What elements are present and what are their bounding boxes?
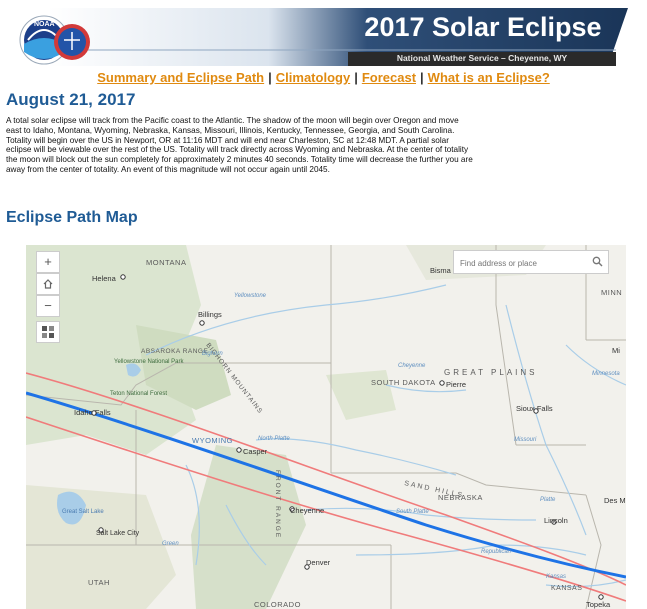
nav-separator: |: [268, 70, 272, 85]
label-kansas-river: Kansas: [546, 574, 566, 580]
label-denver: Denver: [306, 558, 331, 567]
label-utah: UTAH: [88, 578, 110, 587]
label-south-platte: South Platte: [396, 509, 429, 515]
zoom-in-button[interactable]: +: [36, 251, 60, 273]
label-great-salt-lake: Great Salt Lake: [62, 509, 104, 515]
eclipse-path-north-limit: [26, 372, 626, 586]
eclipse-centerline: [26, 391, 626, 579]
label-green-river: Green: [162, 541, 179, 547]
summary-paragraph: A total solar eclipse will track from th…: [6, 116, 473, 174]
label-pierre: Pierre: [446, 380, 466, 389]
terrain-shading: [26, 245, 546, 609]
label-cheyenne-river: Cheyenne: [398, 363, 426, 369]
nav-separator: |: [354, 70, 358, 85]
label-teton-forest: Teton National Forest: [110, 391, 167, 397]
label-front-range: FRONT RANGE: [274, 470, 281, 539]
eclipse-path-south-limit: [26, 416, 626, 602]
main-nav: Summary and Eclipse Path | Climatology | For…: [0, 70, 647, 85]
basemap-gallery-icon: [42, 326, 54, 338]
label-sand-hills: SAND HILLS: [404, 480, 465, 500]
label-lincoln: Lincoln: [544, 516, 568, 525]
label-absaroka-range: ABSAROKA RANGE: [141, 348, 208, 355]
label-des-moines: Des M: [604, 496, 626, 505]
label-wyoming: WYOMING: [192, 436, 233, 445]
header-banner: NOAA 2017 Solar Eclipse National Weather…: [8, 6, 638, 68]
nav-link-climatology[interactable]: Climatology: [275, 70, 351, 85]
label-montana: MONTANA: [146, 258, 186, 267]
label-republican-river: Republican: [481, 549, 512, 555]
label-north-platte: North Platte: [258, 436, 290, 442]
nav-link-summary[interactable]: Summary and Eclipse Path: [97, 70, 265, 85]
label-salt-lake-city: Salt Lake City: [96, 530, 140, 537]
label-platte-river: Platte: [540, 497, 556, 503]
great-salt-lake: [57, 491, 86, 525]
label-sioux-falls: Sioux Falls: [516, 404, 553, 413]
label-yellowstone-park: Yellowstone National Park: [114, 359, 184, 365]
yellowstone-lake: [126, 363, 141, 377]
nav-link-forecast[interactable]: Forecast: [361, 70, 417, 85]
date-heading: August 21, 2017: [6, 90, 136, 109]
label-cheyenne: Cheyenne: [290, 506, 324, 515]
label-casper: Casper: [243, 447, 268, 456]
map-heading: Eclipse Path Map: [6, 209, 138, 226]
map-search-input[interactable]: [458, 252, 590, 274]
label-milwaukee: Mi: [612, 346, 620, 355]
city-markers: [91, 274, 604, 600]
label-topeka: Topeka: [586, 600, 611, 609]
basemap-toggle-button[interactable]: [36, 321, 60, 343]
label-nebraska: NEBRASKA: [438, 493, 483, 502]
page-title: 2017 Solar Eclipse: [364, 12, 602, 42]
label-south-dakota: SOUTH DAKOTA: [371, 378, 436, 387]
label-kansas: KANSAS: [551, 585, 582, 592]
label-minn: MINN: [601, 288, 622, 297]
zoom-out-button[interactable]: −: [36, 295, 60, 317]
label-bighorn-river: Bighorn: [202, 351, 223, 357]
map-basemap: MONTANA WYOMING SOUTH DAKOTA NEBRASKA UT…: [26, 245, 626, 609]
nav-separator: |: [420, 70, 424, 85]
home-button[interactable]: [36, 273, 60, 295]
noaa-logo: NOAA: [19, 15, 90, 65]
logo-text: NOAA: [34, 21, 55, 28]
label-bismarck: Bisma: [430, 266, 452, 275]
label-idaho-falls: Idaho Falls: [74, 408, 111, 417]
label-yellowstone-river: Yellowstone: [234, 293, 267, 299]
label-minnesota-river: Minnesota: [592, 371, 620, 377]
label-great-plains: GREAT PLAINS: [444, 368, 538, 377]
search-icon[interactable]: [592, 256, 603, 267]
eclipse-path-map[interactable]: MONTANA WYOMING SOUTH DAKOTA NEBRASKA UT…: [26, 245, 626, 609]
label-billings: Billings: [198, 310, 222, 319]
label-helena: Helena: [92, 274, 117, 283]
label-missouri-river: Missouri: [514, 437, 537, 443]
page-subtitle: National Weather Service – Cheyenne, WY: [396, 53, 568, 63]
river-labels: Yellowstone North Platte South Platte Ch…: [162, 293, 620, 580]
label-colorado: COLORADO: [254, 600, 301, 609]
home-icon: [43, 279, 53, 289]
banner-graphic: [48, 8, 628, 66]
nav-link-what-is-eclipse[interactable]: What is an Eclipse?: [427, 70, 550, 85]
map-search-box: [453, 250, 609, 274]
